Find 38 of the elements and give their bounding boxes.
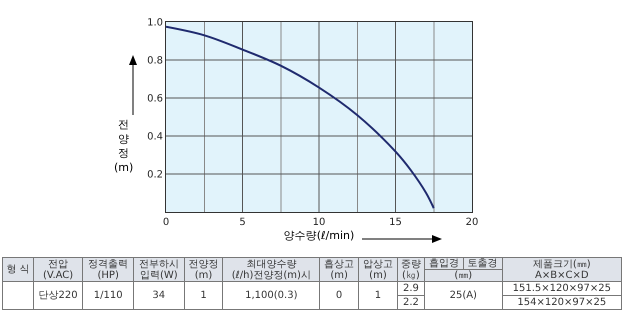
text: 34 — [133, 282, 184, 310]
text: 151.5×120×97×25 — [502, 282, 622, 296]
text: 최대양수량 (ℓ/h)전양정(m)시 — [222, 258, 320, 282]
text: 전압 (V.AC) — [33, 258, 83, 282]
y-tick-label: 0.6 — [147, 94, 163, 104]
x-tick-label: 20 — [466, 217, 478, 228]
text: 중량 (㎏) — [397, 258, 424, 282]
text: 2.9 — [397, 282, 424, 296]
text: 토출경 — [463, 258, 502, 270]
text: 154×120×97×25 — [502, 296, 622, 310]
y-tick-label: 0.8 — [147, 56, 163, 66]
text: 1 — [358, 282, 398, 310]
x-tick-label: 0 — [162, 217, 170, 228]
text: 1,100(0.3) — [222, 282, 320, 310]
x-tick-label: 15 — [389, 217, 402, 228]
line-series — [166, 26, 435, 210]
y-tick-label: 0.2 — [147, 170, 163, 180]
text: 전부하시 입력(W) — [133, 258, 184, 282]
text: 전양정 (m) — [184, 258, 223, 282]
text: 2.2 — [397, 296, 424, 310]
text: 1 — [184, 282, 223, 310]
x-tick-label: 5 — [239, 217, 246, 228]
x-tick-label: 10 — [312, 217, 326, 228]
text: 제품크기(㎜) A×B×C×D — [502, 258, 622, 282]
y-tick-label: 1.0 — [147, 18, 163, 28]
text: 정격출력 (HP) — [82, 258, 134, 282]
y-axis-title: 전양정 (m) — [114, 118, 134, 174]
text: 0 — [320, 282, 359, 310]
text: 25(A) — [424, 282, 502, 310]
text: 단상220 — [33, 282, 83, 310]
x-axis-title: 양수량(ℓ/min) — [284, 229, 354, 242]
text: (㎜) — [424, 270, 502, 282]
text: 흡상고 (m) — [320, 258, 359, 282]
text: 형 식 — [2, 258, 34, 282]
y-tick-label: 0.4 — [147, 132, 163, 142]
text: 흡입경 — [424, 258, 464, 270]
text: 1/110 — [82, 282, 134, 310]
text: 압상고 (m) — [358, 258, 398, 282]
